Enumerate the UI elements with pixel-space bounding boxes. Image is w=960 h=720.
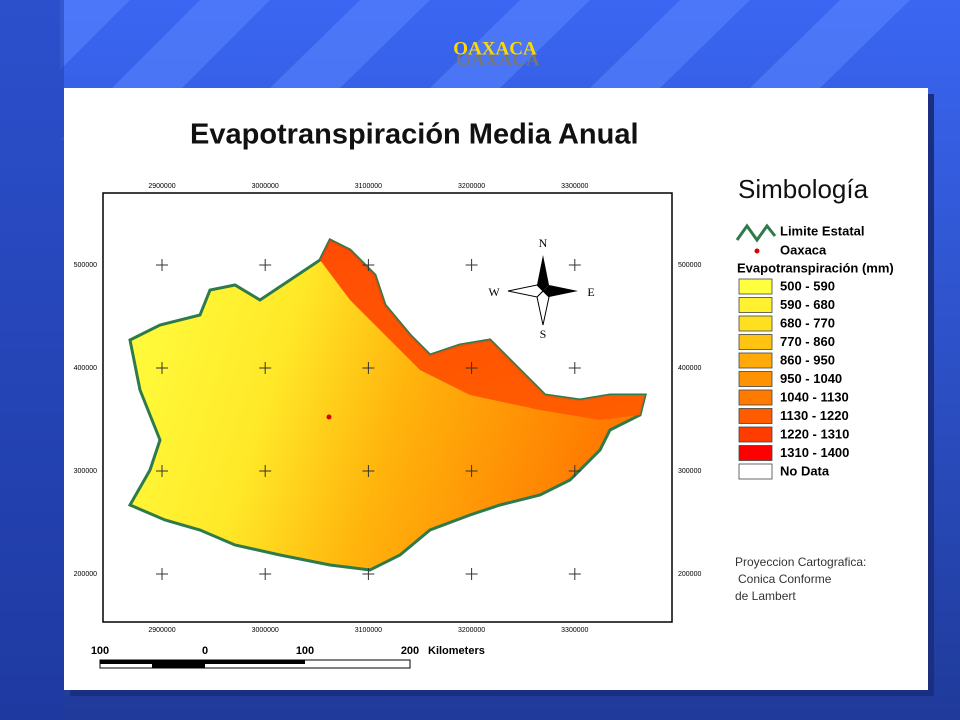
legend-swatch [738,315,773,332]
x-coord-label: 2900000 [148,183,175,190]
x-coord-label: 3000000 [252,183,279,190]
graticule-cross [156,465,168,477]
graticule-cross [465,568,478,580]
projection-line: Conica Conforme [738,572,832,586]
header-title: OAXACA [453,38,537,59]
graticule-cross [362,568,375,580]
legend-class-label: 860 - 950 [780,352,835,367]
capital-symbol [754,248,760,254]
y-coord-label: 200000 [678,571,701,578]
header-shadow: OAXACA [456,49,540,70]
high-zone [320,240,645,420]
x-coord-label: 3000000 [252,627,279,634]
scale-label: 0 [202,645,208,657]
legend-no-data: No Data [780,463,830,478]
legend-class-label: 680 - 770 [780,315,835,330]
legend-swatch [738,445,773,461]
compass-s: S [540,327,547,341]
y-coord-label: 300000 [678,468,701,475]
legend-class-label: 1220 - 1310 [780,426,849,441]
scale-label: 100 [296,645,314,657]
graticule-cross [259,259,272,271]
side-band [0,0,64,720]
graticule-cross [362,259,375,271]
legend-title: Simbología [738,174,869,204]
legend-capital: Oaxaca [780,242,827,257]
graticule-cross [568,465,581,477]
legend-class-label: 1130 - 1220 [780,408,849,423]
y-coord-label: 500000 [74,262,97,269]
scale-label: 200 [401,645,419,657]
graticule-cross [156,259,168,271]
legend-class-label: 500 - 590 [780,278,835,293]
scale-bar-segment [152,664,205,668]
y-coord-label: 400000 [74,365,97,372]
x-coord-label: 3300000 [561,627,588,634]
graticule-cross [568,362,581,374]
graticule-cross [465,465,478,477]
legend-swatch [738,278,773,295]
graticule-cross [156,568,168,580]
x-coord-label: 3100000 [355,627,382,634]
boundary-symbol [735,223,777,243]
graticule-cross [259,465,272,477]
legend-boundary: Limite Estatal [780,223,865,238]
legend-class-label: 1040 - 1130 [780,389,849,404]
x-coord-label: 3200000 [458,627,485,634]
map-title: Evapotranspiración Media Anual [190,119,639,151]
legend-swatch [738,352,773,369]
graticule-cross [568,568,581,580]
graticule-cross [156,362,168,374]
compass-n: N [539,236,548,250]
x-coord-label: 3300000 [561,183,588,190]
scale-unit: Kilometers [428,645,485,657]
compass-e: E [587,285,594,299]
projection-line: Proyeccion Cartografica: [735,555,866,569]
x-coord-label: 3200000 [458,183,485,190]
y-coord-label: 500000 [678,262,701,269]
legend-swatch [738,463,773,480]
legend-swatch [738,334,773,350]
compass: N E S W [488,236,594,341]
y-coord-label: 400000 [678,365,701,372]
graticule-cross [362,362,375,374]
legend-swatch [738,297,773,313]
legend-swatch [738,389,773,406]
scale-bar-segment [205,660,305,664]
legend-swatch [738,371,773,387]
legend-classes-title: Evapotranspiración (mm) [737,260,894,275]
scale-bar-segment [100,660,252,664]
legend-class-label: 950 - 1040 [780,371,842,386]
x-coord-label: 2900000 [148,627,175,634]
legend-class-label: 1310 - 1400 [780,445,849,460]
graticule-cross [259,568,272,580]
graticule-cross [465,259,478,271]
x-coord-label: 3100000 [355,183,382,190]
legend-class-label: 770 - 860 [780,334,835,349]
graticule-cross [362,465,375,477]
capital-point [326,414,332,420]
projection-line: de Lambert [735,589,796,603]
graticule-cross [568,259,581,271]
y-coord-label: 300000 [74,468,97,475]
legend-class-label: 590 - 680 [780,297,835,312]
graticule-cross [259,362,272,374]
compass-w: W [488,285,500,299]
legend-swatch [738,426,773,443]
legend-swatch [738,408,773,424]
scale-label: 100 [91,645,109,657]
graticule-cross [465,362,478,374]
y-coord-label: 200000 [74,571,97,578]
